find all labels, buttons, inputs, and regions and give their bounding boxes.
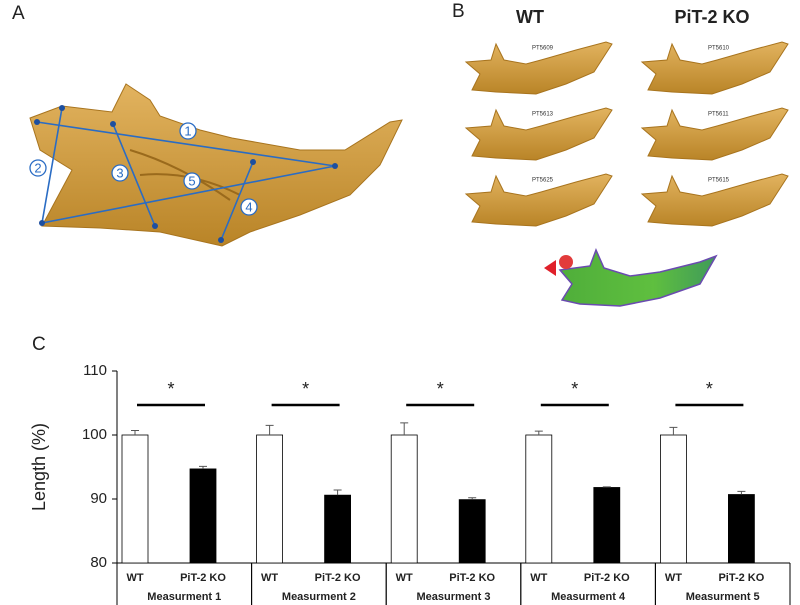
measure-label: 2 <box>34 160 41 175</box>
bar <box>121 434 149 564</box>
x-tick-label: PiT-2 KO <box>584 572 630 584</box>
measure-label: 1 <box>184 123 191 138</box>
measure-marker <box>179 122 197 140</box>
x-group-label: Measurment 2 <box>282 591 356 603</box>
x-tick-label: PiT-2 KO <box>449 572 495 584</box>
significance-mark: * <box>167 379 174 399</box>
x-tick-label: PiT-2 KO <box>315 572 361 584</box>
sample-label: PT5611 <box>708 112 729 118</box>
y-tick-label: 110 <box>83 362 107 379</box>
measure-label: 4 <box>245 199 252 214</box>
bar <box>660 434 687 564</box>
error-bar <box>669 426 678 435</box>
y-tick-label: 80 <box>90 554 107 571</box>
x-group-label: Measurment 3 <box>417 591 491 603</box>
measure-marker <box>240 198 258 216</box>
column-header: WT <box>516 7 544 27</box>
panel-label: B <box>452 1 465 22</box>
heatmap-mandible <box>544 248 718 307</box>
x-group-label: Measurment 5 <box>686 591 760 603</box>
error-bar <box>265 424 274 435</box>
error-bar <box>468 497 477 500</box>
y-tick-label: 90 <box>90 490 107 507</box>
y-axis-label: Length (%) <box>29 423 49 511</box>
measure-marker <box>111 164 129 182</box>
bar <box>593 487 621 564</box>
bar <box>324 494 352 564</box>
sample-label: PT5625 <box>532 178 554 184</box>
sample-label: PT5609 <box>532 46 554 52</box>
error-bar <box>333 489 342 496</box>
y-tick-label: 100 <box>82 426 107 443</box>
measure-label: 5 <box>188 173 195 188</box>
x-tick-label: WT <box>126 572 143 584</box>
sample-label: PT5613 <box>532 112 554 118</box>
measure-marker <box>183 172 201 190</box>
significance-mark: * <box>571 379 578 399</box>
column-header: PiT-2 KO <box>674 7 749 27</box>
x-tick-label: WT <box>665 572 682 584</box>
panel-label: C <box>32 334 46 355</box>
error-bar <box>400 422 409 435</box>
sample-label: PT5610 <box>708 46 730 52</box>
bar <box>390 434 418 564</box>
error-bar <box>737 490 746 495</box>
error-bar <box>131 430 139 435</box>
x-tick-label: WT <box>396 572 413 584</box>
bar <box>458 499 486 564</box>
x-tick-label: WT <box>261 572 278 584</box>
bar <box>256 434 284 564</box>
measure-marker <box>29 159 47 177</box>
bar <box>525 434 553 564</box>
measure-lines <box>36 107 336 241</box>
mandible-image <box>29 83 403 247</box>
significance-mark: * <box>706 379 713 399</box>
x-tick-label: PiT-2 KO <box>718 572 764 584</box>
error-bar <box>534 430 543 435</box>
landmarks <box>34 105 338 243</box>
significance-mark: * <box>302 379 309 399</box>
x-group-label: Measurment 4 <box>551 591 626 603</box>
bar <box>728 494 755 564</box>
x-group-label: Measurment 1 <box>147 591 221 603</box>
measure-label: 3 <box>116 165 123 180</box>
panel-label: A <box>12 3 25 24</box>
error-bar <box>602 486 611 488</box>
error-bar <box>199 465 207 469</box>
x-tick-label: WT <box>530 572 547 584</box>
sample-label: PT5615 <box>708 178 730 184</box>
significance-mark: * <box>437 379 444 399</box>
x-tick-label: PiT-2 KO <box>180 572 226 584</box>
bar <box>189 468 217 564</box>
